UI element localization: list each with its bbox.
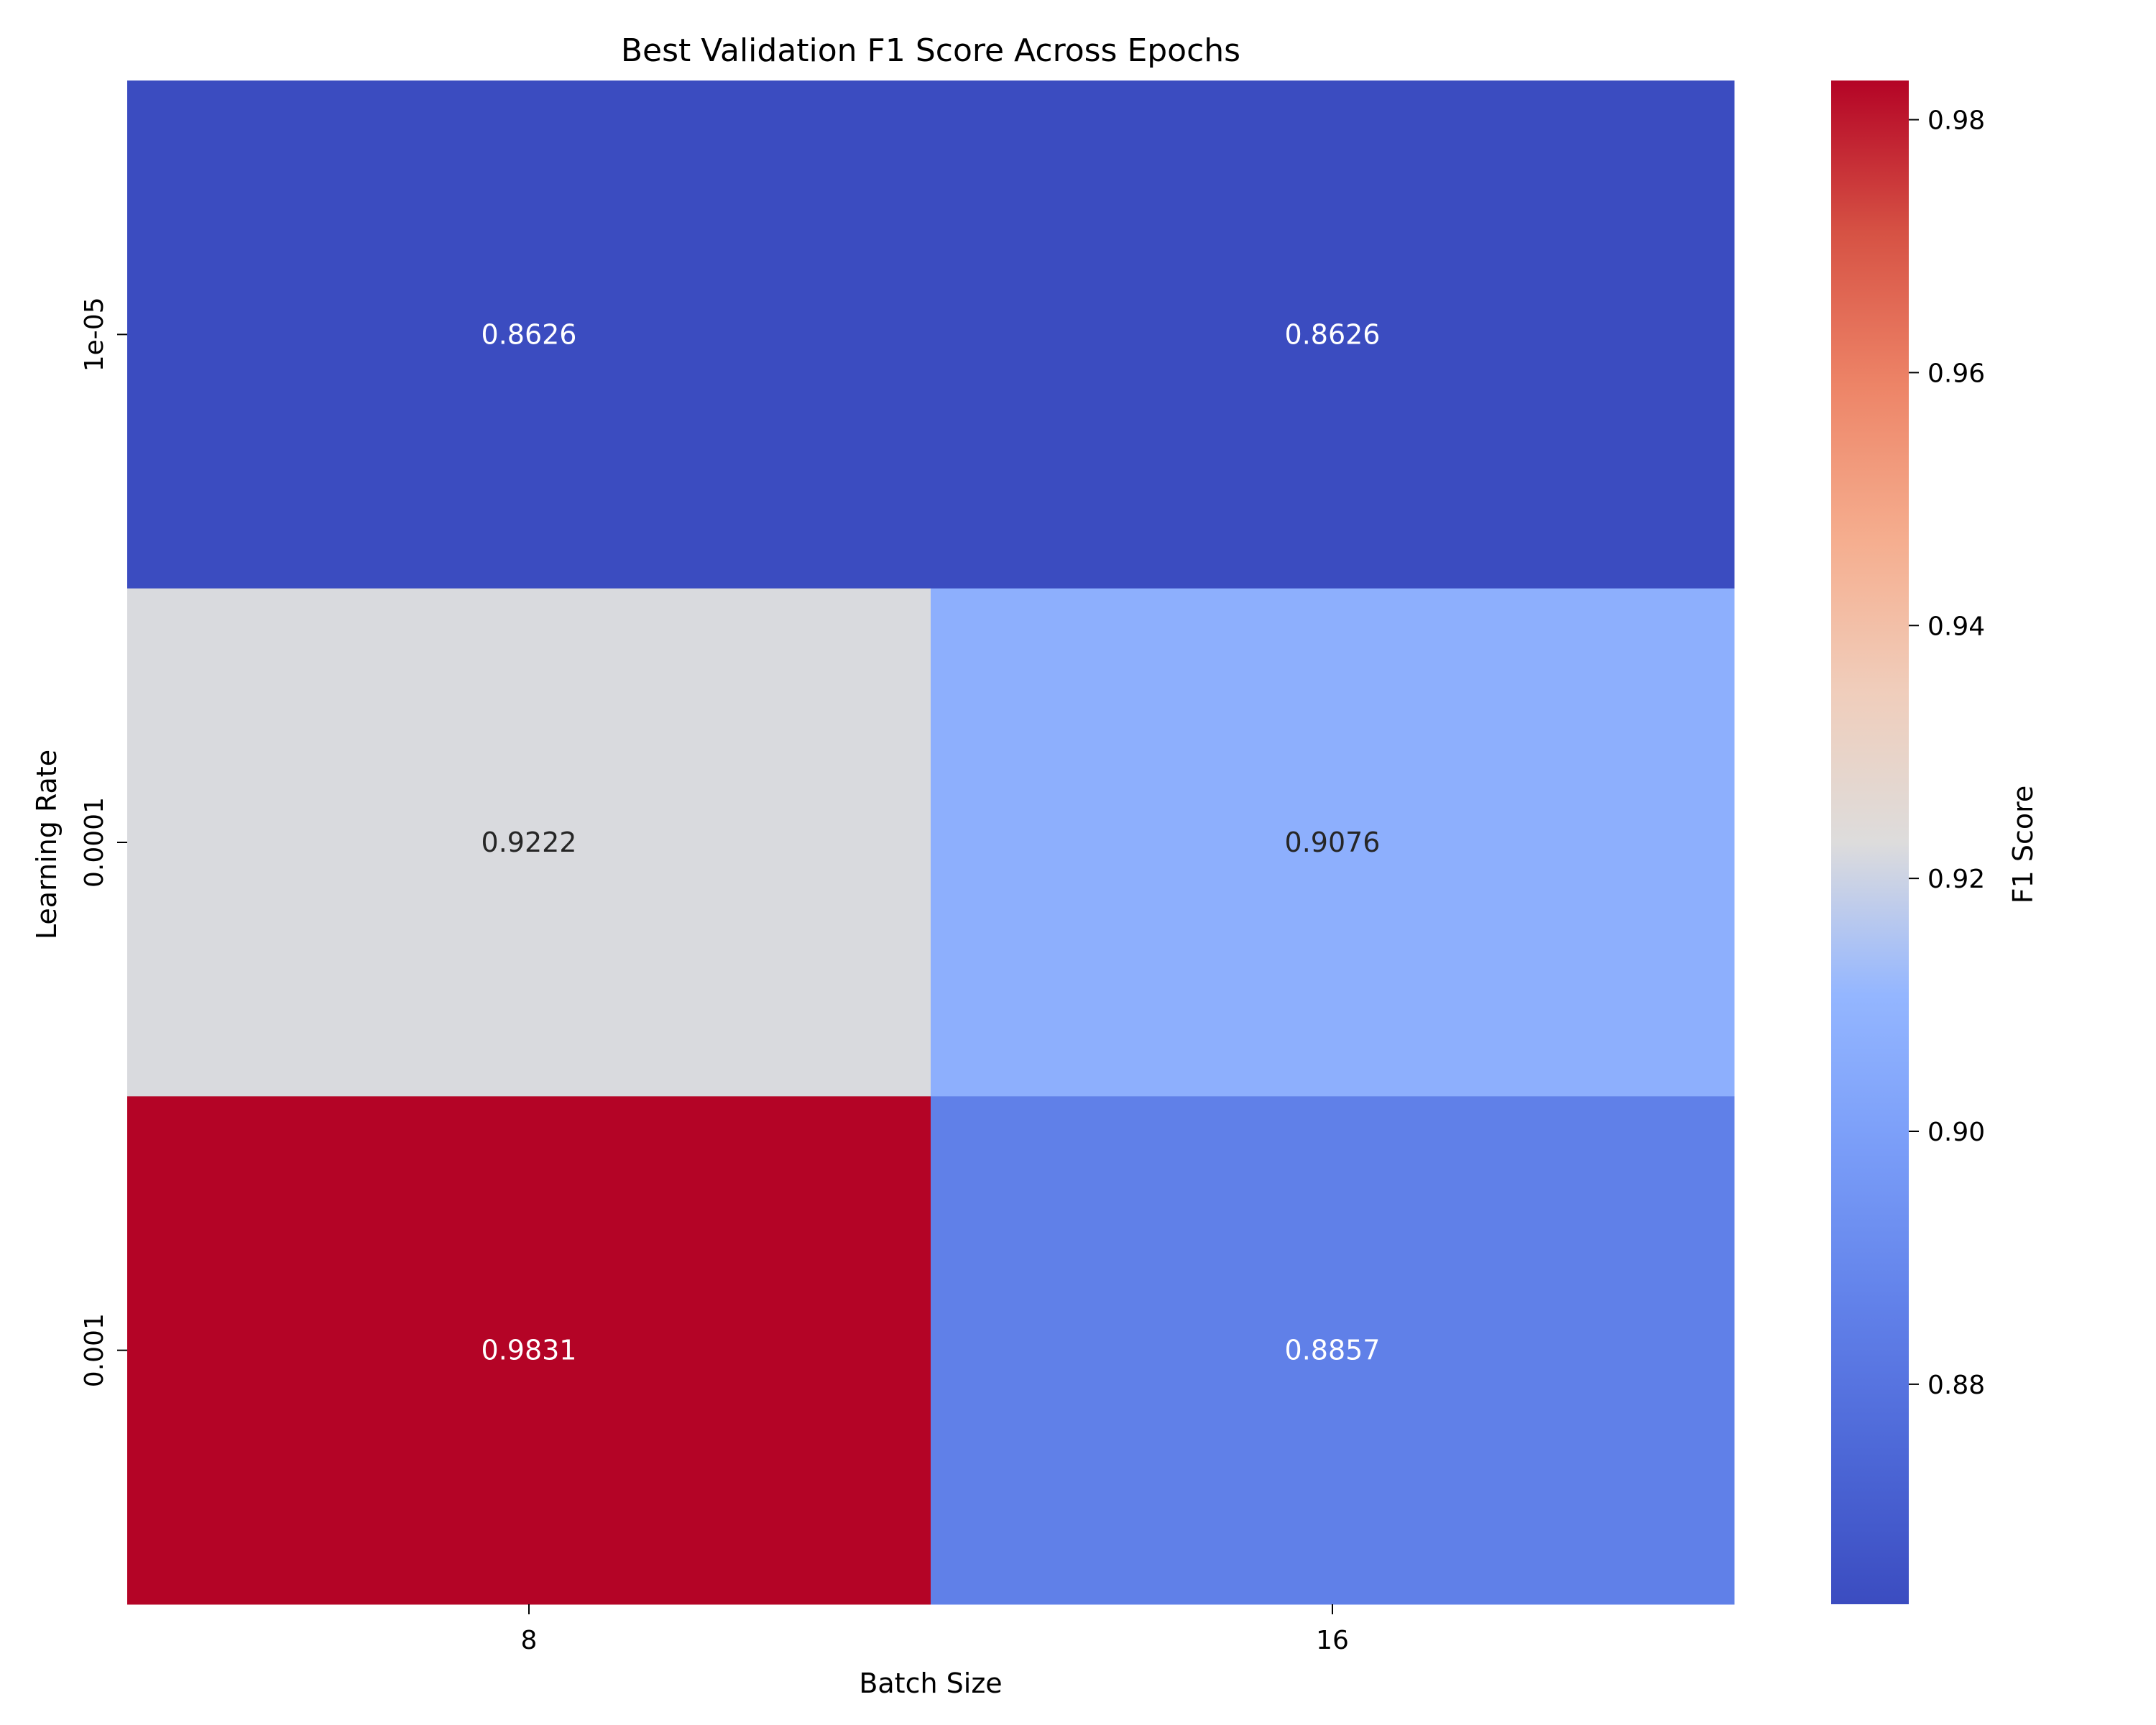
cell-value-label: 0.9222 xyxy=(482,827,577,858)
heatmap-cell xyxy=(931,80,1735,589)
cell-value-label: 0.8857 xyxy=(1285,1335,1381,1366)
x-tick-label: 16 xyxy=(1316,1626,1349,1655)
y-tick-label: 0.001 xyxy=(80,1313,109,1387)
colorbar-tick-label: 0.96 xyxy=(1927,359,1985,388)
colorbar-tick-label: 0.94 xyxy=(1927,612,1985,641)
cell-value-label: 0.8626 xyxy=(482,318,577,350)
y-tick-label: 1e-05 xyxy=(80,297,109,372)
colorbar-tick-label: 0.90 xyxy=(1927,1118,1985,1147)
colorbar-ticks: 0.88 0.90 0.92 0.94 0.96 0.98 xyxy=(1909,106,1985,1400)
cell-value-label: 0.9076 xyxy=(1285,827,1381,858)
x-axis-label: Batch Size xyxy=(859,1668,1002,1699)
colorbar xyxy=(1831,80,1909,1604)
heatmap-cell xyxy=(127,588,931,1097)
y-axis-label: Learning Rate xyxy=(31,750,63,939)
x-axis-ticks: 8 16 xyxy=(521,1604,1349,1655)
heatmap-cell-labels: 0.8626 0.8626 0.9222 0.9076 0.9831 0.8857 xyxy=(482,318,1381,1366)
colorbar-label: F1 Score xyxy=(2007,786,2039,904)
heatmap-cells xyxy=(127,80,1735,1605)
heatmap-cell xyxy=(931,588,1735,1097)
heatmap-cell xyxy=(931,1096,1735,1605)
heatmap-cell xyxy=(127,1096,931,1605)
cell-value-label: 0.8626 xyxy=(1285,318,1381,350)
y-tick-label: 0.0001 xyxy=(80,797,109,888)
colorbar-tick-label: 0.92 xyxy=(1927,865,1985,894)
cell-value-label: 0.9831 xyxy=(482,1335,577,1366)
colorbar-tick-label: 0.98 xyxy=(1927,106,1985,136)
x-tick-label: 8 xyxy=(521,1626,538,1655)
heatmap-cell xyxy=(127,80,931,589)
y-axis-ticks: 1e-05 0.0001 0.001 xyxy=(80,297,127,1387)
colorbar-tick-label: 0.88 xyxy=(1927,1371,1985,1400)
chart-title: Best Validation F1 Score Across Epochs xyxy=(621,32,1240,69)
